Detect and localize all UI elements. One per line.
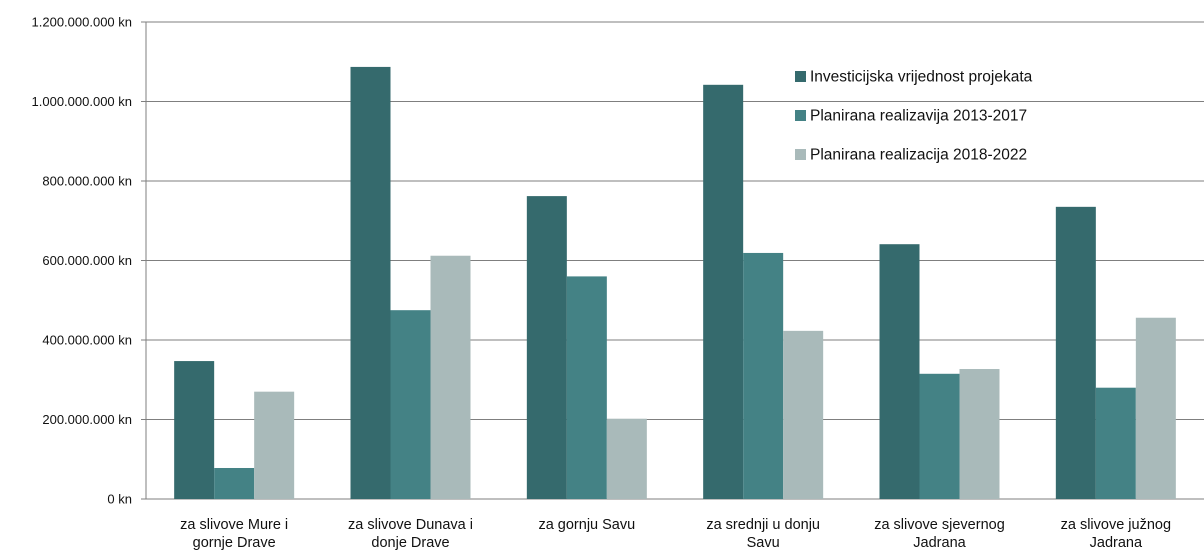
y-tick-label: 200.000.000 kn (42, 412, 132, 427)
bar (959, 369, 1000, 499)
bar (743, 252, 784, 499)
category-labels: za slivove Mure i gornje Drave za slivove … (180, 517, 1171, 551)
y-tick-label: 1.000.000.000 kn (32, 94, 132, 109)
category-label: Jadrana (1090, 535, 1143, 551)
bars (174, 66, 1176, 500)
bar (566, 276, 607, 499)
grid-lines (146, 21, 1204, 420)
legend-label: Investicijska vrijednost projekata (810, 69, 1033, 86)
bar (390, 310, 431, 499)
bar (1055, 206, 1096, 499)
y-tick-labels: 0 kn 200.000.000 kn 400.000.000 kn 600.000.… (32, 15, 132, 507)
y-tick-label: 400.000.000 kn (42, 333, 132, 348)
category-label: za slivove sjevernog (874, 517, 1005, 533)
bar (919, 373, 960, 499)
bar (254, 391, 295, 499)
category-label: gornje Drave (193, 535, 276, 551)
bar (350, 66, 391, 499)
bar (879, 244, 920, 499)
bar (214, 467, 255, 499)
legend: Investicijska vrijednost projekata Planir… (795, 69, 1033, 164)
legend-label: Planirana realizacija 2018-2022 (810, 147, 1027, 164)
legend-label: Planirana realizavija 2013-2017 (810, 108, 1027, 125)
bar (526, 196, 567, 500)
category-label: Jadrana (913, 535, 966, 551)
bar (703, 84, 744, 500)
bar (783, 330, 824, 499)
bar (174, 361, 215, 499)
y-tick-label: 1.200.000.000 kn (32, 15, 132, 30)
bar (606, 418, 647, 499)
legend-swatch (795, 149, 806, 160)
category-label: za slivove Dunava i (348, 517, 473, 533)
category-label: za srednji u donju (706, 517, 820, 533)
category-label: Savu (747, 535, 780, 551)
bar (1135, 317, 1176, 499)
category-label: donje Drave (371, 535, 449, 551)
legend-swatch (795, 110, 806, 121)
bar (430, 255, 471, 499)
y-tick-label: 800.000.000 kn (42, 174, 132, 189)
axes (141, 21, 1204, 500)
bar (1095, 387, 1136, 499)
y-tick-label: 0 kn (107, 492, 132, 507)
category-label: za gornju Savu (538, 517, 635, 533)
category-label: za slivove Mure i (180, 517, 288, 533)
legend-swatch (795, 71, 806, 82)
y-tick-label: 600.000.000 kn (42, 253, 132, 268)
category-label: za slivove južnog (1061, 517, 1171, 533)
